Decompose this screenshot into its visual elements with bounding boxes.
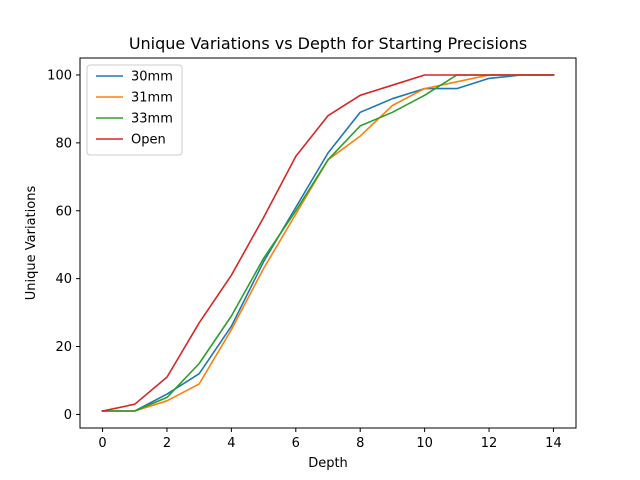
plot-frame [79,57,577,429]
x-tick-label: 12 [481,436,498,451]
plot-lines [101,74,555,412]
series-line-30mm [101,74,555,412]
legend-label: 33mm [131,112,173,127]
y-axis-ticks: 0 20 40 60 80 100 [47,68,80,423]
x-tick-label: 6 [292,436,300,451]
series-line-open [101,74,555,412]
x-tick-label: 4 [227,436,235,451]
x-tick-label: 14 [545,436,562,451]
y-tick-label: 20 [55,340,72,355]
y-axis-label: Unique Variations [24,186,39,301]
y-tick-label: 40 [55,272,72,287]
x-tick-label: 2 [163,436,171,451]
y-tick-label: 60 [55,204,72,219]
x-axis-ticks: 0 2 4 6 8 10 12 14 [98,428,562,451]
y-tick-label: 100 [47,68,72,83]
y-tick-label: 0 [64,408,72,423]
x-tick-label: 0 [98,436,106,451]
legend-label: Open [131,133,166,148]
legend-label: 31mm [131,91,173,106]
legend-label: 30mm [131,70,173,85]
x-tick-label: 8 [356,436,364,451]
y-tick-label: 80 [55,136,72,151]
chart-title: Unique Variations vs Depth for Starting … [129,34,527,53]
legend-box [86,64,183,156]
x-tick-label: 10 [416,436,433,451]
x-axis-label: Depth [308,456,348,471]
legend: 30mm 31mm 33mm Open [86,64,183,156]
